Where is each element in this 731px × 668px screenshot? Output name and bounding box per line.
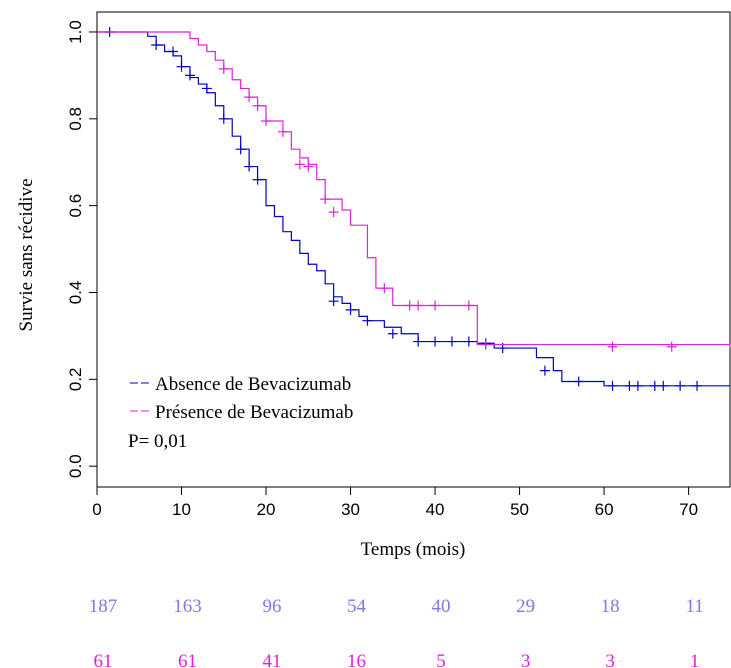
x-tick-label: 60 <box>595 500 614 519</box>
censor-mark <box>607 380 618 391</box>
x-tick-label: 20 <box>257 500 276 519</box>
censor-mark <box>675 380 686 391</box>
censor-mark <box>413 300 424 311</box>
censor-mark <box>176 61 187 72</box>
censor-mark <box>430 300 441 311</box>
at-risk-count: 61 <box>94 651 113 668</box>
censor-mark <box>151 39 162 50</box>
censor-mark <box>430 336 441 347</box>
at-risk-count: 3 <box>605 651 615 668</box>
censor-mark <box>277 126 288 137</box>
censor-mark <box>404 300 415 311</box>
at-risk-count: 61 <box>178 651 197 668</box>
censor-mark <box>658 380 669 391</box>
censor-mark <box>244 161 255 172</box>
y-axis-label: Survie sans récidive <box>16 178 37 331</box>
censor-mark <box>328 296 339 307</box>
y-tick-label: 0.2 <box>66 368 85 392</box>
censor-mark <box>252 174 263 185</box>
censor-mark <box>463 336 474 347</box>
legend-label: Présence de Bevacizumab <box>155 402 353 423</box>
censor-mark <box>446 336 457 347</box>
censor-mark <box>463 300 474 311</box>
at-risk-count: 3 <box>521 651 531 668</box>
x-tick-label: 30 <box>341 500 360 519</box>
at-risk-count: 54 <box>347 596 367 617</box>
survival-curve <box>97 31 730 387</box>
at-risk-count: 40 <box>432 596 451 617</box>
x-axis-label: Temps (mois) <box>361 539 466 560</box>
at-risk-count: 41 <box>263 651 282 668</box>
censor-mark <box>666 341 677 352</box>
at-risk-count: 29 <box>516 596 535 617</box>
y-tick-label: 0.0 <box>66 454 85 478</box>
censor-mark <box>294 159 305 170</box>
censor-mark <box>261 115 272 126</box>
censor-mark <box>168 46 179 57</box>
censor-mark <box>328 207 339 218</box>
at-risk-count: 5 <box>436 651 446 668</box>
censor-mark <box>607 341 618 352</box>
censor-mark <box>184 70 195 81</box>
y-tick-label: 0.6 <box>66 194 85 218</box>
censor-mark <box>387 328 398 339</box>
at-risk-count: 1 <box>690 651 700 668</box>
censor-mark <box>201 83 212 94</box>
censor-mark <box>379 283 390 294</box>
censor-mark <box>480 339 491 350</box>
legend-label: Absence de Bevacizumab <box>155 374 351 395</box>
x-tick-label: 40 <box>426 500 445 519</box>
censor-mark <box>252 100 263 111</box>
censor-mark <box>345 304 356 315</box>
at-risk-count: 18 <box>601 596 620 617</box>
at-risk-count: 187 <box>89 596 118 617</box>
at-risk-count: 11 <box>685 596 703 617</box>
x-tick-label: 70 <box>679 500 698 519</box>
censor-mark <box>413 336 424 347</box>
at-risk-count: 96 <box>263 596 282 617</box>
censor-mark <box>573 376 584 387</box>
censor-mark <box>624 380 635 391</box>
censor-mark <box>649 380 660 391</box>
censor-mark <box>362 315 373 326</box>
censor-mark <box>218 63 229 74</box>
censor-mark <box>632 380 643 391</box>
y-tick-label: 1.0 <box>66 20 85 44</box>
censor-mark <box>320 194 331 205</box>
y-tick-label: 0.4 <box>66 281 85 305</box>
censor-mark <box>539 365 550 376</box>
at-risk-count: 163 <box>173 596 202 617</box>
censor-mark <box>692 380 703 391</box>
x-tick-label: 50 <box>510 500 529 519</box>
p-value: P= 0,01 <box>128 431 187 452</box>
y-tick-label: 0.8 <box>66 107 85 131</box>
censor-mark <box>235 144 246 155</box>
censor-mark <box>218 113 229 124</box>
censor-mark <box>244 92 255 103</box>
x-tick-label: 0 <box>92 500 101 519</box>
survival-curve <box>97 31 731 347</box>
at-risk-count: 16 <box>347 651 366 668</box>
x-tick-label: 10 <box>172 500 191 519</box>
censor-mark <box>303 161 314 172</box>
